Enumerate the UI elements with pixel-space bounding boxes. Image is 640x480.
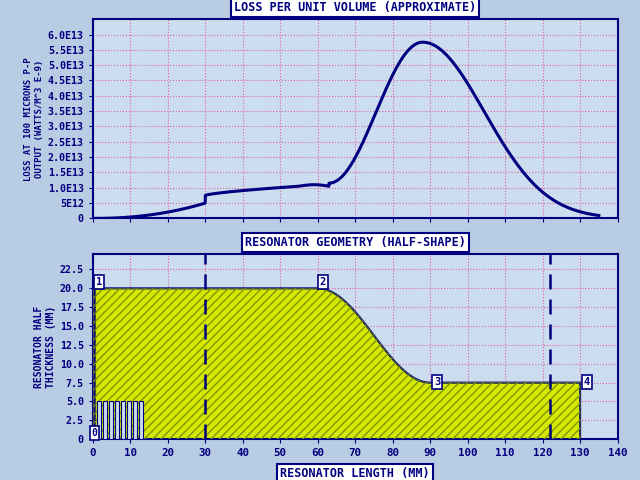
Y-axis label: RESONATOR HALF
THICKNESS (MM): RESONATOR HALF THICKNESS (MM): [34, 306, 56, 388]
Text: 1: 1: [96, 277, 102, 287]
Y-axis label: LOSS AT 100 MICRONS P-P
OUTPUT (WATTS/M^3 E-9): LOSS AT 100 MICRONS P-P OUTPUT (WATTS/M^…: [24, 57, 44, 180]
Title: RESONATOR GEOMETRY (HALF-SHAPE): RESONATOR GEOMETRY (HALF-SHAPE): [244, 236, 466, 249]
Title: LOSS PER UNIT VOLUME (APPROXIMATE): LOSS PER UNIT VOLUME (APPROXIMATE): [234, 1, 476, 14]
Bar: [140, 401, 143, 439]
Bar: [93, 288, 95, 439]
Bar: [133, 401, 137, 439]
X-axis label: RESONATOR LENGTH (MM): RESONATOR LENGTH (MM): [280, 467, 430, 480]
Bar: [122, 401, 125, 439]
Bar: [93, 288, 95, 439]
Bar: [127, 401, 131, 439]
Text: 4: 4: [584, 377, 590, 387]
Text: 3: 3: [434, 377, 440, 387]
Polygon shape: [93, 288, 580, 439]
Bar: [115, 401, 118, 439]
Bar: [109, 401, 113, 439]
Text: 0: 0: [92, 428, 98, 438]
Bar: [103, 401, 107, 439]
Text: 2: 2: [319, 277, 326, 287]
Bar: [97, 401, 100, 439]
